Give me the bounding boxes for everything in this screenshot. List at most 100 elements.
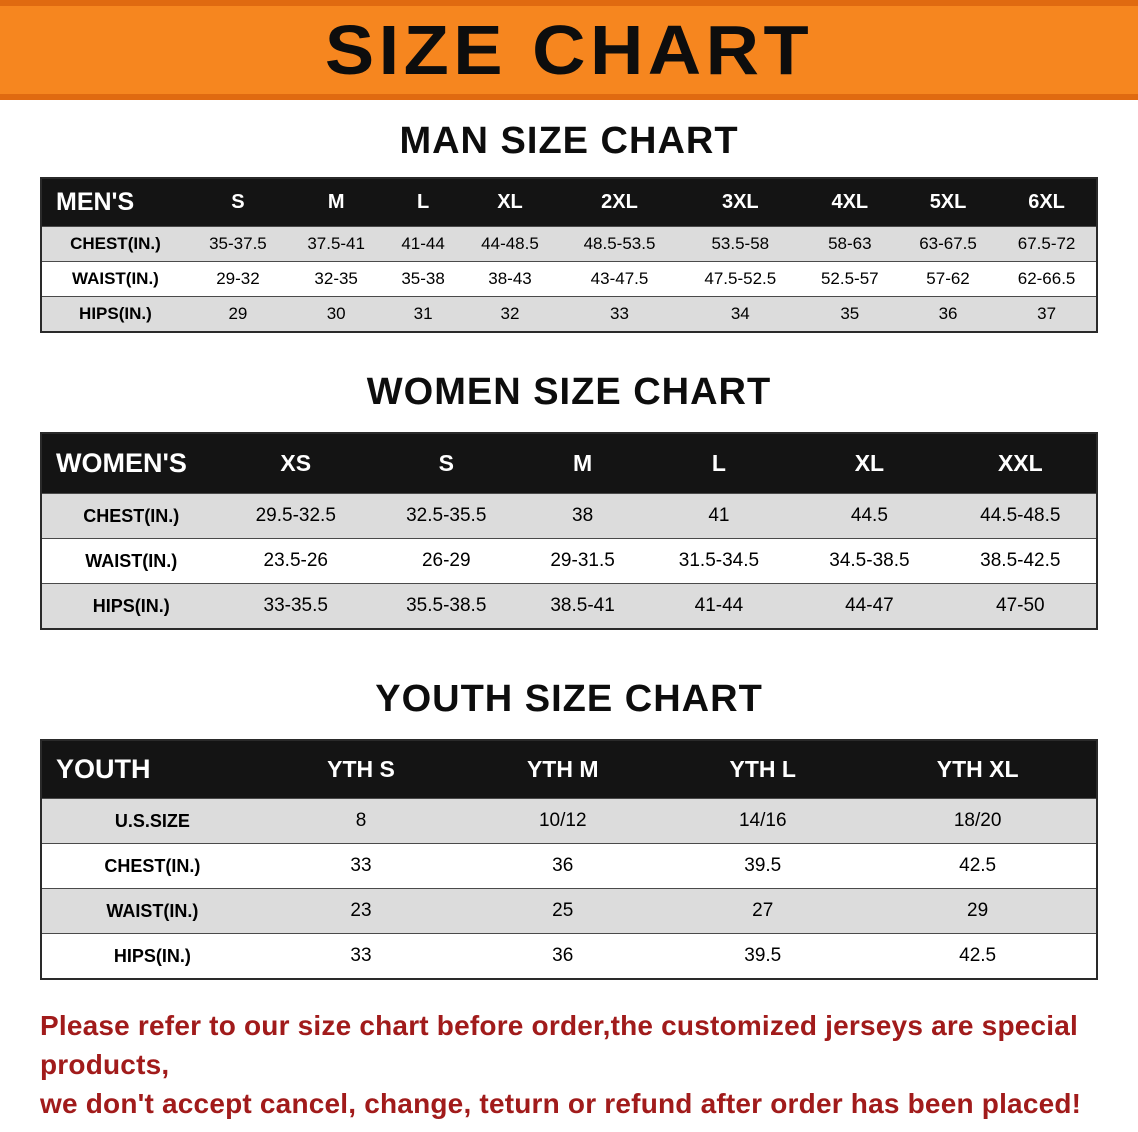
measurement-value-cell: 32.5-35.5 (371, 493, 522, 539)
measurement-value-cell: 41-44 (385, 226, 461, 262)
measurement-value-cell: 36 (898, 296, 998, 332)
measurement-value-cell: 30 (287, 296, 386, 332)
men-size-table: MEN'S S M L XL 2XL 3XL 4XL 5XL 6XL CHEST(IN.) 35-37… (40, 177, 1098, 333)
measurement-label-cell: HIPS(IN.) (41, 296, 189, 332)
youth-size-table: YOUTH YTH S YTH M YTH L YTH XL U.S.SIZE 8 10/12… (40, 739, 1098, 980)
measurement-value-cell: 39.5 (666, 843, 860, 889)
measurement-row: HIPS(IN.) 29 30 31 32 33 34 35 36 37 (41, 296, 1097, 332)
size-header-row: MEN'S S M L XL 2XL 3XL 4XL 5XL 6XL (41, 178, 1097, 227)
measurement-value-cell: 35-37.5 (188, 226, 288, 262)
measurement-label-cell: HIPS(IN.) (41, 583, 221, 629)
size-header-cell: XXL (944, 433, 1097, 494)
measurement-value-cell: 35.5-38.5 (371, 583, 522, 629)
measurement-value-cell: 29 (188, 296, 288, 332)
measurement-value-cell: 31 (385, 296, 461, 332)
measurement-label-cell: WAIST(IN.) (41, 888, 263, 934)
youth-size-section: YOUTH SIZE CHART YOUTH YTH S YTH M YTH L YTH… (0, 678, 1138, 980)
size-header-cell: M (287, 178, 386, 227)
measurement-value-cell: 37.5-41 (287, 226, 386, 262)
size-header-cell: S (371, 433, 522, 494)
measurement-row: CHEST(IN.) 29.5-32.5 32.5-35.5 38 41 44.5 44.5… (41, 493, 1097, 539)
disclaimer-line-2: we don't accept cancel, change, teturn o… (40, 1088, 1082, 1120)
measurement-value-cell: 44-47 (794, 583, 945, 629)
measurement-label-cell: HIPS(IN.) (41, 933, 263, 979)
size-header-cell: 3XL (679, 178, 801, 227)
measurement-value-cell: 57-62 (898, 261, 998, 297)
size-header-cell: S (188, 178, 288, 227)
table-title-cell: MEN'S (41, 178, 189, 227)
measurement-value-cell: 44.5-48.5 (944, 493, 1097, 539)
size-header-cell: YTH XL (859, 740, 1097, 799)
measurement-value-cell: 27 (666, 888, 860, 934)
measurement-value-cell: 29 (859, 888, 1097, 934)
women-section-heading: WOMEN SIZE CHART (366, 371, 772, 413)
measurement-row: WAIST(IN.) 23 25 27 29 (41, 888, 1097, 934)
size-header-cell: YTH M (459, 740, 667, 799)
measurement-value-cell: 33 (559, 296, 680, 332)
measurement-value-cell: 38-43 (460, 261, 560, 297)
measurement-value-cell: 58-63 (800, 226, 899, 262)
measurement-value-cell: 42.5 (859, 933, 1097, 979)
measurement-value-cell: 44-48.5 (460, 226, 560, 262)
size-header-cell: YTH L (666, 740, 860, 799)
women-size-table: WOMEN'S XS S M L XL XXL CHEST(IN.) 29.5-32.5 32.5… (40, 432, 1098, 630)
measurement-value-cell: 29-32 (188, 261, 288, 297)
measurement-label-cell: U.S.SIZE (41, 798, 263, 844)
measurement-value-cell: 10/12 (459, 798, 667, 844)
measurement-value-cell: 29-31.5 (521, 538, 644, 584)
measurement-value-cell: 44.5 (794, 493, 945, 539)
measurement-value-cell: 36 (459, 843, 667, 889)
measurement-value-cell: 41 (643, 493, 795, 539)
measurement-value-cell: 18/20 (859, 798, 1097, 844)
measurement-value-cell: 36 (459, 933, 667, 979)
measurement-value-cell: 23 (262, 888, 460, 934)
measurement-value-cell: 34 (679, 296, 801, 332)
size-header-cell: 4XL (800, 178, 899, 227)
table-title-cell: WOMEN'S (41, 433, 221, 494)
measurement-value-cell: 39.5 (666, 933, 860, 979)
measurement-value-cell: 33 (262, 843, 460, 889)
measurement-value-cell: 43-47.5 (559, 261, 680, 297)
measurement-row: CHEST(IN.) 33 36 39.5 42.5 (41, 843, 1097, 889)
table-title-cell: YOUTH (41, 740, 263, 799)
poster-title: SIZE CHART (324, 11, 814, 89)
men-section-heading: MAN SIZE CHART (399, 120, 739, 162)
size-header-cell: 5XL (898, 178, 998, 227)
size-header-row: YOUTH YTH S YTH M YTH L YTH XL (41, 740, 1097, 799)
measurement-row: HIPS(IN.) 33 36 39.5 42.5 (41, 933, 1097, 979)
measurement-value-cell: 23.5-26 (220, 538, 371, 584)
measurement-value-cell: 32-35 (287, 261, 386, 297)
measurement-value-cell: 25 (459, 888, 667, 934)
size-header-cell: L (385, 178, 461, 227)
measurement-value-cell: 33-35.5 (220, 583, 371, 629)
disclaimer-line-1: Please refer to our size chart before or… (40, 1010, 1079, 1081)
measurement-value-cell: 31.5-34.5 (643, 538, 795, 584)
size-header-cell: 2XL (559, 178, 680, 227)
measurement-value-cell: 48.5-53.5 (559, 226, 680, 262)
measurement-label-cell: CHEST(IN.) (41, 226, 189, 262)
measurement-value-cell: 38 (521, 493, 644, 539)
measurement-value-cell: 33 (262, 933, 460, 979)
title-banner: SIZE CHART (0, 0, 1138, 100)
measurement-row: WAIST(IN.) 23.5-26 26-29 29-31.5 31.5-34.5 34… (41, 538, 1097, 584)
measurement-value-cell: 35 (800, 296, 899, 332)
measurement-label-cell: WAIST(IN.) (41, 538, 221, 584)
size-header-cell: 6XL (997, 178, 1097, 227)
size-header-cell: YTH S (262, 740, 460, 799)
size-header-row: WOMEN'S XS S M L XL XXL (41, 433, 1097, 494)
measurement-value-cell: 52.5-57 (800, 261, 899, 297)
men-size-section: MAN SIZE CHART MEN'S S M L XL 2XL 3XL 4XL 5XL 6XL… (0, 120, 1138, 333)
size-header-cell: M (521, 433, 644, 494)
measurement-value-cell: 37 (997, 296, 1097, 332)
disclaimer: Please refer to our size chart before or… (40, 1006, 1122, 1124)
measurement-value-cell: 29.5-32.5 (220, 493, 371, 539)
size-header-cell: XL (794, 433, 945, 494)
measurement-row: HIPS(IN.) 33-35.5 35.5-38.5 38.5-41 41-44 44-… (41, 583, 1097, 629)
size-header-cell: XS (220, 433, 371, 494)
measurement-label-cell: WAIST(IN.) (41, 261, 189, 297)
women-size-section: WOMEN SIZE CHART WOMEN'S XS S M L XL XXL CHEST(… (0, 371, 1138, 630)
measurement-value-cell: 41-44 (643, 583, 795, 629)
measurement-row: WAIST(IN.) 29-32 32-35 35-38 38-43 43-47.5 47.… (41, 261, 1097, 297)
measurement-value-cell: 42.5 (859, 843, 1097, 889)
